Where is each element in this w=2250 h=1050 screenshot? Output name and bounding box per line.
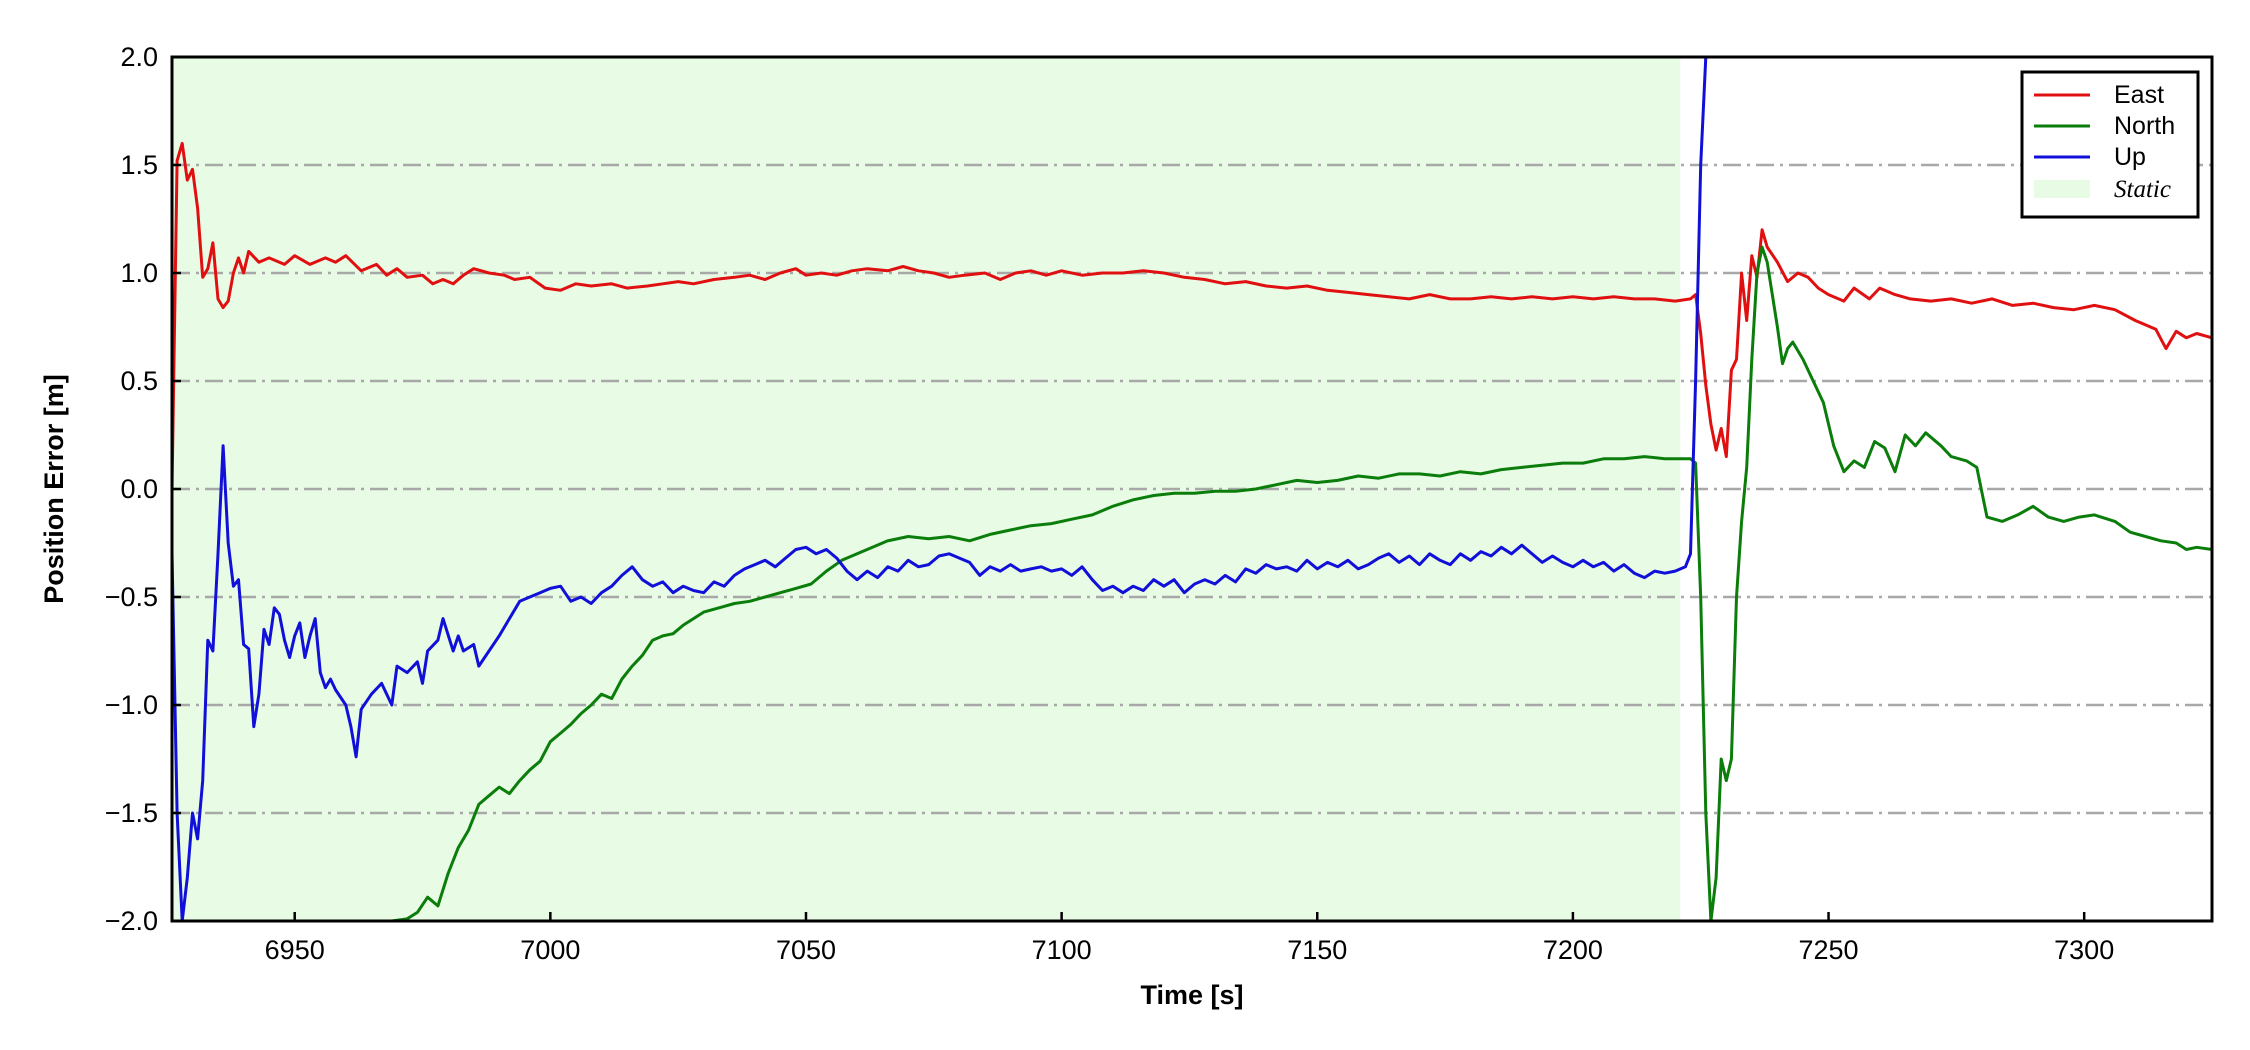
y-tick-label: 2.0 xyxy=(120,42,158,72)
x-tick-label: 6950 xyxy=(265,935,325,965)
y-tick-label: 0.5 xyxy=(120,366,158,396)
x-axis: 6950 7000 7050 7100 7150 7200 7250 7300 xyxy=(265,912,2114,965)
y-tick-label: −0.5 xyxy=(105,582,158,612)
x-tick-label: 7100 xyxy=(1032,935,1092,965)
x-tick-label: 7300 xyxy=(2054,935,2114,965)
x-tick-label: 7000 xyxy=(520,935,580,965)
static-region xyxy=(172,57,1681,921)
series-line-up xyxy=(172,57,1708,921)
series-line-east xyxy=(172,141,2212,490)
y-axis: −2.0 −1.5 −1.0 −0.5 0.0 0.5 1.0 1.5 2.0 xyxy=(105,42,181,936)
legend: East North Up Static xyxy=(2020,70,2200,219)
legend-label-east: East xyxy=(2114,81,2164,109)
y-tick-label: −1.5 xyxy=(105,798,158,828)
y-tick-label: −2.0 xyxy=(105,906,158,936)
y-tick-label: 0.0 xyxy=(120,474,158,504)
y-tick-label: 1.5 xyxy=(120,150,158,180)
y-tick-label: 1.0 xyxy=(120,258,158,288)
static-region-band xyxy=(172,57,1681,921)
plot-area xyxy=(170,55,2214,923)
legend-label-up: Up xyxy=(2114,143,2146,171)
x-tick-label: 7050 xyxy=(776,935,836,965)
y-axis-title: Position Error [m] xyxy=(39,374,69,604)
x-axis-title: Time [s] xyxy=(1140,980,1243,1010)
x-tick-label: 7250 xyxy=(1799,935,1859,965)
y-tick-label: −1.0 xyxy=(105,690,158,720)
series-line-north xyxy=(391,245,2212,921)
legend-swatch-static xyxy=(2034,180,2090,198)
gridlines xyxy=(172,163,2212,815)
legend-label-north: North xyxy=(2114,112,2175,140)
legend-label-static: Static xyxy=(2114,176,2171,203)
x-tick-label: 7200 xyxy=(1543,935,1603,965)
series-layer xyxy=(172,57,2212,921)
x-tick-label: 7150 xyxy=(1287,935,1347,965)
